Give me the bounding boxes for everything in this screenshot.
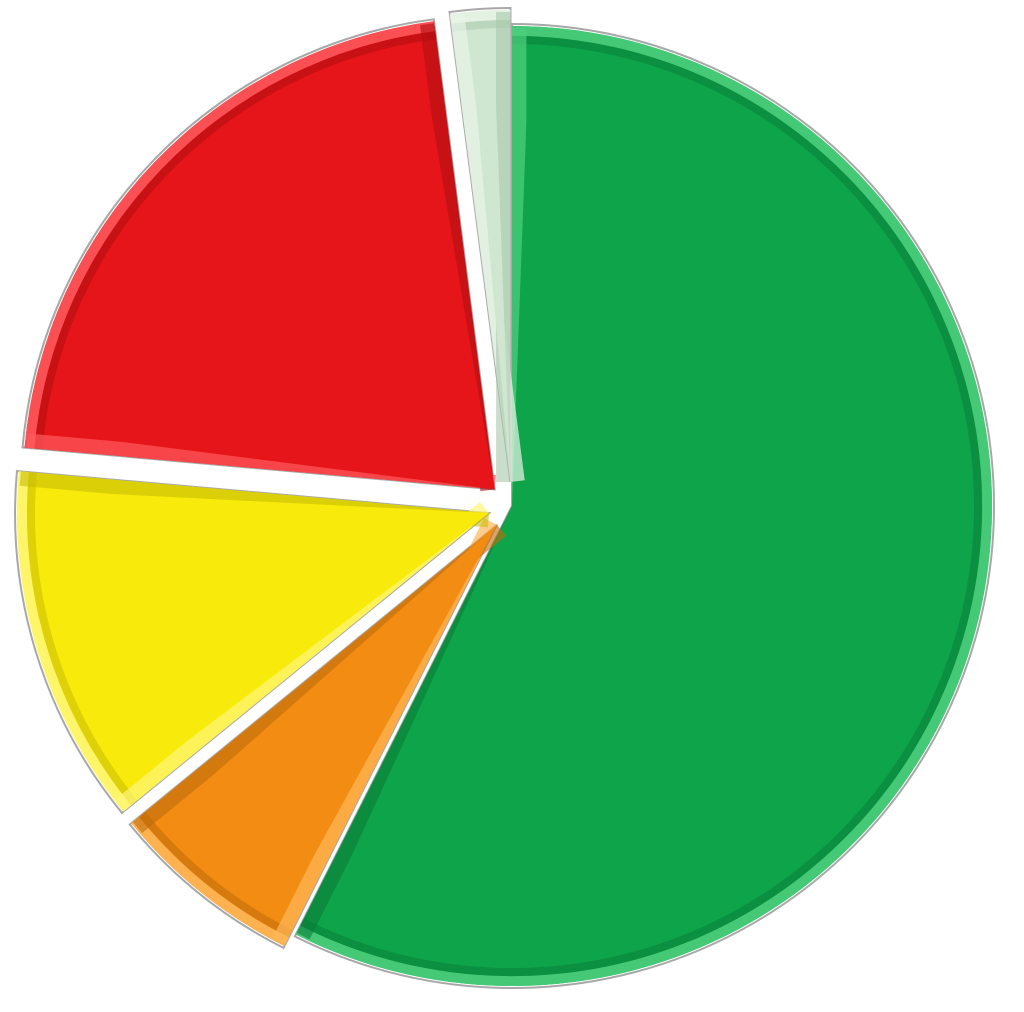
pie-chart-svg xyxy=(0,0,1024,1012)
pie-chart xyxy=(0,0,1024,1012)
pie-slice-red xyxy=(23,19,496,491)
